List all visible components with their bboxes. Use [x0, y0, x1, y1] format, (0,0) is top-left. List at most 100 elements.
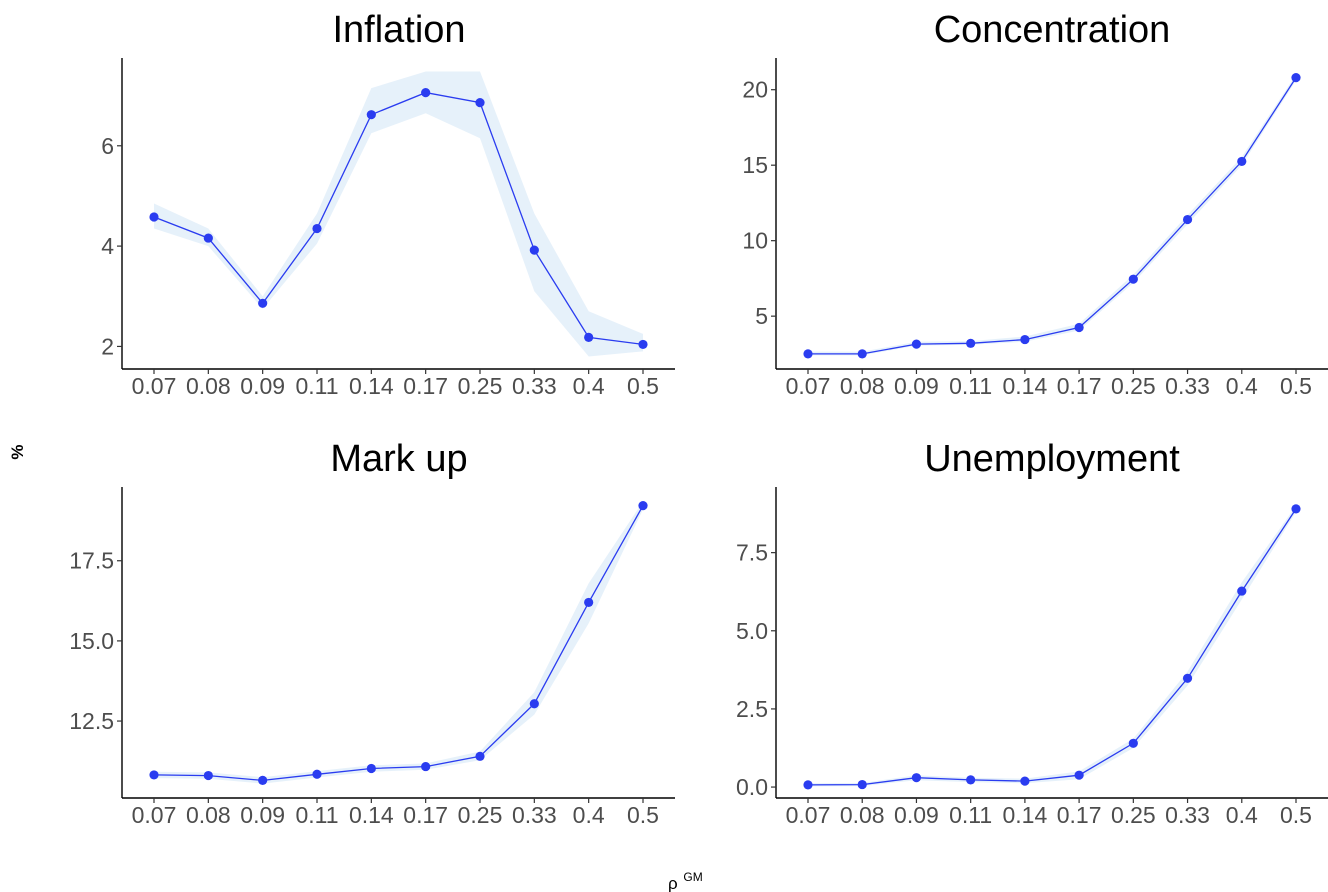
- unemployment-x-tick-label: 0.33: [1165, 802, 1210, 828]
- unemployment-x-tick-label: 0.5: [1280, 802, 1312, 828]
- mark-up-data-point: [584, 597, 594, 608]
- mark-up-x-tick-label: 0.33: [512, 802, 557, 828]
- mark-up-y-tick-label: 15.0: [69, 628, 114, 654]
- concentration-series-line: [808, 77, 1297, 355]
- inflation-data-point: [584, 332, 594, 342]
- concentration-data-point: [857, 349, 867, 359]
- concentration-y-tick-label: 10: [742, 228, 768, 254]
- mark-up-data-point: [475, 751, 485, 761]
- mark-up-y-tick-label: 12.5: [69, 708, 114, 734]
- concentration-panel: Concentration 5 10 15 20 0.07 0.08 0.09 0.11 0.14…: [742, 9, 1328, 399]
- concentration-x-tick-label: 0.09: [894, 373, 939, 399]
- mark-up-x-tick-label: 0.25: [458, 802, 503, 828]
- mark-up-data-point: [366, 763, 376, 774]
- inflation-data-point: [149, 212, 159, 222]
- concentration-x-tick-label: 0.14: [1003, 373, 1048, 399]
- unemployment-x-tick-label: 0.4: [1226, 802, 1258, 828]
- unemployment-x-tick-label: 0.14: [1003, 802, 1048, 828]
- unemployment-panel: Unemployment 0.0 2.5 5.0 7.5 0.07 0.08 0.09 0.11…: [736, 438, 1328, 828]
- inflation-data-point: [366, 110, 376, 120]
- mark-up-x-tick-label: 0.5: [627, 802, 659, 828]
- mark-up-x-tick-label: 0.09: [240, 802, 285, 828]
- unemployment-data-point: [1237, 586, 1247, 596]
- unemployment-y-tick-label: 0.0: [736, 774, 768, 800]
- mark-up-x-tick-label: 0.11: [295, 802, 338, 828]
- inflation-data-point: [258, 298, 268, 308]
- inflation-data-point: [529, 245, 539, 255]
- mark-up-x-tick-label: 0.14: [349, 802, 394, 828]
- unemployment-x-tick-label: 0.11: [949, 802, 992, 828]
- unemployment-x-tick-label: 0.25: [1111, 802, 1156, 828]
- concentration-data-point: [1182, 214, 1193, 225]
- mark-up-data-point: [529, 699, 539, 709]
- concentration-confidence-band: [808, 74, 1296, 356]
- inflation-x-tick-label: 0.17: [403, 373, 448, 399]
- unemployment-x-tick-label: 0.17: [1057, 802, 1102, 828]
- unemployment-y-tick-label: 7.5: [736, 540, 768, 566]
- inflation-data-point: [638, 339, 648, 350]
- concentration-title: Concentration: [934, 9, 1171, 51]
- mark-up-data-point: [203, 770, 213, 781]
- inflation-confidence-band: [154, 71, 643, 357]
- unemployment-confidence-band: [808, 505, 1296, 787]
- unemployment-x-tick-label: 0.08: [840, 802, 885, 828]
- inflation-x-tick-label: 0.33: [512, 373, 557, 399]
- inflation-y-tick-label: 4: [101, 233, 114, 259]
- concentration-x-tick-label: 0.11: [949, 373, 992, 399]
- inflation-data-point: [475, 98, 485, 108]
- concentration-data-point: [1291, 73, 1301, 83]
- unemployment-data-point: [1128, 738, 1138, 748]
- mark-up-x-tick-label: 0.07: [132, 802, 177, 828]
- concentration-y-tick-label: 15: [742, 152, 768, 178]
- mark-up-x-tick-label: 0.17: [403, 802, 448, 828]
- inflation-panel: Inflation 2 4 6 0.07 0.08 0.09 0.11 0.14 0.17 0.25…: [101, 9, 675, 399]
- mark-up-y-tick-label: 17.5: [69, 548, 114, 574]
- unemployment-series-line: [807, 508, 1297, 786]
- unemployment-data-point: [966, 775, 976, 785]
- mark-up-series-line: [153, 505, 644, 782]
- inflation-x-tick-label: 0.07: [132, 373, 177, 399]
- concentration-y-tick-label: 20: [742, 77, 768, 103]
- unemployment-data-point: [1074, 770, 1084, 780]
- concentration-x-tick-label: 0.33: [1165, 373, 1210, 399]
- panels: Inflation 2 4 6 0.07 0.08 0.09 0.11 0.14 0.17 0.25…: [69, 9, 1328, 828]
- concentration-x-tick-label: 0.25: [1111, 373, 1156, 399]
- mark-up-data-point: [638, 500, 648, 511]
- unemployment-y-tick-label: 5.0: [736, 618, 768, 644]
- x-axis-symbol: ρ: [668, 874, 678, 892]
- unemployment-data-point: [857, 779, 867, 790]
- inflation-data-point: [312, 223, 322, 234]
- unemployment-x-tick-label: 0.09: [894, 802, 939, 828]
- concentration-y-tick-label: 5: [755, 303, 768, 329]
- concentration-x-tick-label: 0.5: [1280, 373, 1312, 399]
- mark-up-data-point: [149, 770, 159, 780]
- concentration-x-tick-label: 0.08: [840, 373, 885, 399]
- concentration-data-point: [1020, 334, 1030, 345]
- inflation-x-tick-label: 0.14: [349, 373, 394, 399]
- inflation-series-line: [153, 91, 644, 346]
- concentration-data-point: [1074, 322, 1084, 333]
- inflation-data-point: [421, 88, 431, 98]
- inflation-x-tick-label: 0.08: [186, 373, 231, 399]
- unemployment-data-point: [1020, 776, 1030, 786]
- unemployment-data-point: [803, 780, 813, 790]
- unemployment-data-point: [1182, 673, 1193, 683]
- mark-up-panel: Mark up 12.5 15.0 17.5 0.07 0.08 0.09 0.11 0.14 0…: [69, 438, 675, 828]
- concentration-data-point: [1128, 274, 1138, 284]
- concentration-data-point: [803, 349, 813, 359]
- unemployment-y-tick-label: 2.5: [736, 696, 768, 722]
- x-axis-title: ρ GM: [668, 870, 703, 892]
- mark-up-x-tick-label: 0.08: [186, 802, 231, 828]
- mark-up-title: Mark up: [330, 438, 467, 480]
- y-axis-title: %: [8, 444, 27, 459]
- inflation-x-tick-label: 0.4: [573, 373, 605, 399]
- mark-up-data-point: [312, 769, 322, 779]
- concentration-x-tick-label: 0.4: [1226, 373, 1258, 399]
- inflation-x-tick-label: 0.25: [458, 373, 503, 399]
- inflation-x-tick-label: 0.11: [295, 373, 338, 399]
- inflation-y-tick-label: 2: [101, 333, 114, 359]
- inflation-data-point: [203, 233, 213, 243]
- inflation-x-tick-label: 0.5: [627, 373, 659, 399]
- concentration-data-point: [1237, 156, 1247, 167]
